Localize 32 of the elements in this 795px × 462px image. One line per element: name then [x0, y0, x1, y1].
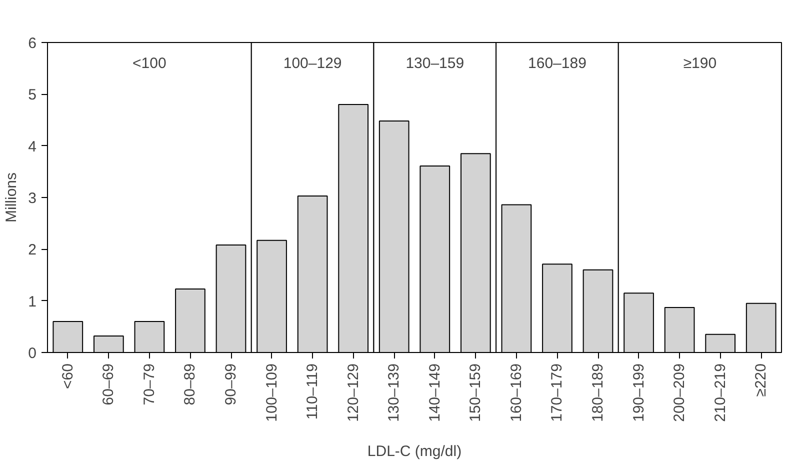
y-tick-label: 3 [28, 190, 36, 207]
x-tick-label: 130–139 [386, 363, 403, 422]
band-label: 160–189 [528, 54, 586, 72]
x-tick-label: 210–219 [712, 363, 729, 422]
x-tick-label: 100–109 [263, 363, 280, 422]
x-tick-label: 120–129 [344, 363, 362, 422]
y-tick-label: 2 [28, 242, 36, 259]
x-tick-label: <60 [59, 363, 76, 389]
y-tick-label: 5 [28, 86, 36, 104]
x-tick-label: 70–79 [140, 363, 158, 406]
x-tick-label: ≥220 [752, 363, 770, 397]
x-tick-label: 170–179 [548, 363, 566, 422]
y-tick-label: 6 [28, 35, 36, 52]
x-tick-label: 150–159 [467, 363, 484, 422]
x-tick-label: 180–189 [590, 363, 606, 422]
x-axis-title: LDL-C (mg/dl) [367, 442, 462, 460]
x-tick-label: 110–119 [304, 364, 322, 420]
y-axis-title: Millions [3, 172, 20, 223]
y-tick-label: 0 [28, 345, 36, 362]
x-tick-label: 140–149 [426, 363, 444, 422]
x-tick-label: 200–209 [671, 363, 688, 422]
x-tick-label: 60–69 [100, 363, 118, 406]
y-tick-label: 1 [28, 293, 36, 310]
x-tick-label: 190–199 [630, 363, 648, 422]
x-tick-label: 160–169 [508, 363, 525, 422]
band-label: 130–159 [406, 54, 464, 72]
x-tick-label: 90–99 [222, 363, 240, 406]
y-tick-label: 4 [28, 138, 36, 156]
band-label: ≥190 [683, 54, 717, 72]
band-label: <100 [132, 54, 166, 72]
band-label: 100–129 [283, 54, 342, 72]
x-tick-label: 80–89 [182, 363, 199, 406]
